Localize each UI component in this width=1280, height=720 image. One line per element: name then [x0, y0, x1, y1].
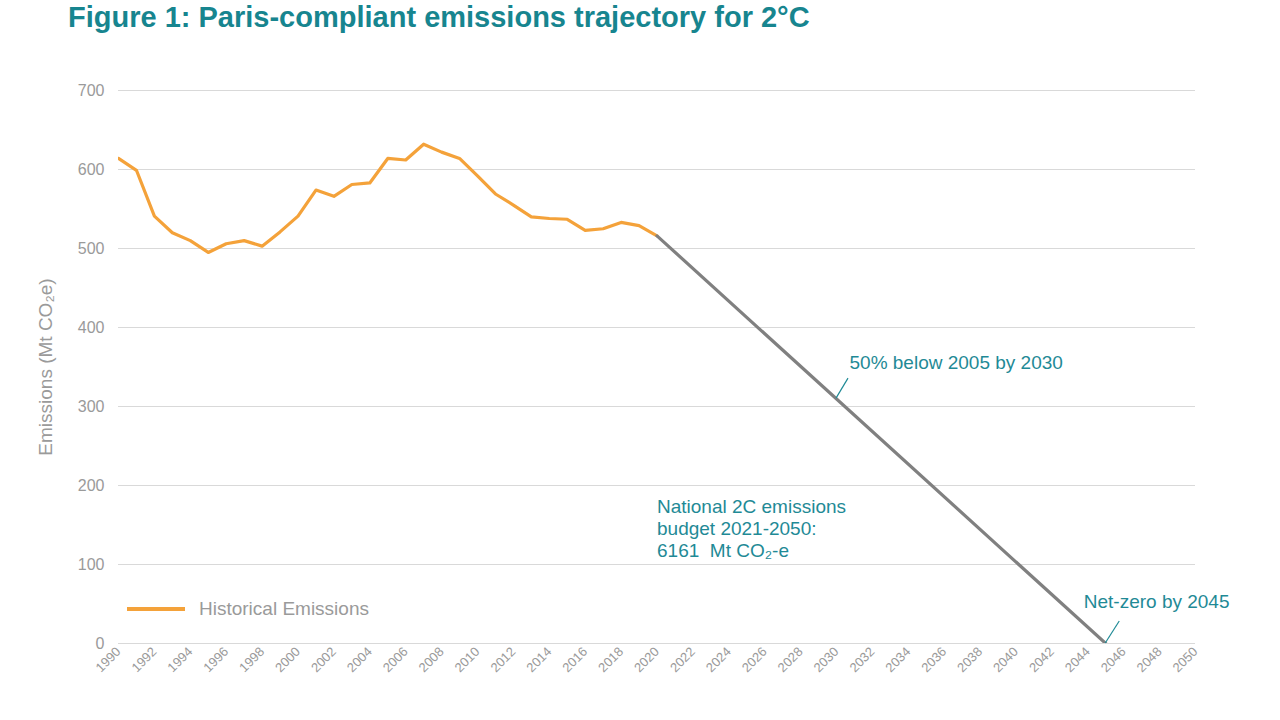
svg-text:2020: 2020: [631, 644, 662, 675]
svg-text:2046: 2046: [1098, 644, 1129, 675]
svg-text:500: 500: [78, 240, 105, 257]
svg-text:0: 0: [96, 635, 105, 652]
svg-text:2040: 2040: [990, 644, 1021, 675]
svg-text:2014: 2014: [523, 644, 554, 675]
svg-text:2036: 2036: [918, 644, 949, 675]
svg-text:600: 600: [78, 161, 105, 178]
svg-text:2026: 2026: [739, 644, 770, 675]
svg-text:1996: 1996: [200, 644, 231, 675]
svg-text:National 2C emissionsbudget 20: National 2C emissionsbudget 2021-2050:61…: [657, 496, 846, 561]
svg-text:1998: 1998: [236, 644, 267, 675]
svg-text:300: 300: [78, 398, 105, 415]
svg-text:Net-zero by 2045: Net-zero by 2045: [1084, 591, 1230, 612]
svg-text:400: 400: [78, 319, 105, 336]
svg-text:2016: 2016: [559, 644, 590, 675]
svg-text:2024: 2024: [703, 644, 734, 675]
svg-text:1992: 1992: [128, 644, 159, 675]
svg-text:2008: 2008: [416, 644, 447, 675]
svg-text:2022: 2022: [667, 644, 698, 675]
svg-text:2050: 2050: [1170, 644, 1201, 675]
svg-text:2032: 2032: [846, 644, 877, 675]
svg-text:2010: 2010: [452, 644, 483, 675]
html-text:Historical Emissions: Historical Emissions: [199, 598, 369, 619]
svg-text:1994: 1994: [164, 644, 195, 675]
svg-text:700: 700: [78, 82, 105, 99]
html-text:Figure 1: Paris-compliant emis: Figure 1: Paris-compliant emissions traj…: [68, 1, 810, 33]
svg-text:2002: 2002: [308, 644, 339, 675]
svg-text:200: 200: [78, 477, 105, 494]
svg-text:2012: 2012: [487, 644, 518, 675]
svg-text:1990: 1990: [93, 644, 124, 675]
svg-text:2034: 2034: [882, 644, 913, 675]
svg-text:2030: 2030: [811, 644, 842, 675]
svg-text:Emissions (Mt CO₂e): Emissions (Mt CO₂e): [35, 278, 56, 455]
svg-text:2048: 2048: [1134, 644, 1165, 675]
svg-text:100: 100: [78, 556, 105, 573]
svg-text:2044: 2044: [1062, 644, 1093, 675]
svg-text:2018: 2018: [595, 644, 626, 675]
svg-text:2006: 2006: [380, 644, 411, 675]
svg-text:2042: 2042: [1026, 644, 1057, 675]
svg-text:50% below 2005 by 2030: 50% below 2005 by 2030: [850, 352, 1063, 373]
svg-text:2004: 2004: [344, 644, 375, 675]
svg-text:2028: 2028: [775, 644, 806, 675]
svg-text:2000: 2000: [272, 644, 303, 675]
svg-text:2038: 2038: [954, 644, 985, 675]
